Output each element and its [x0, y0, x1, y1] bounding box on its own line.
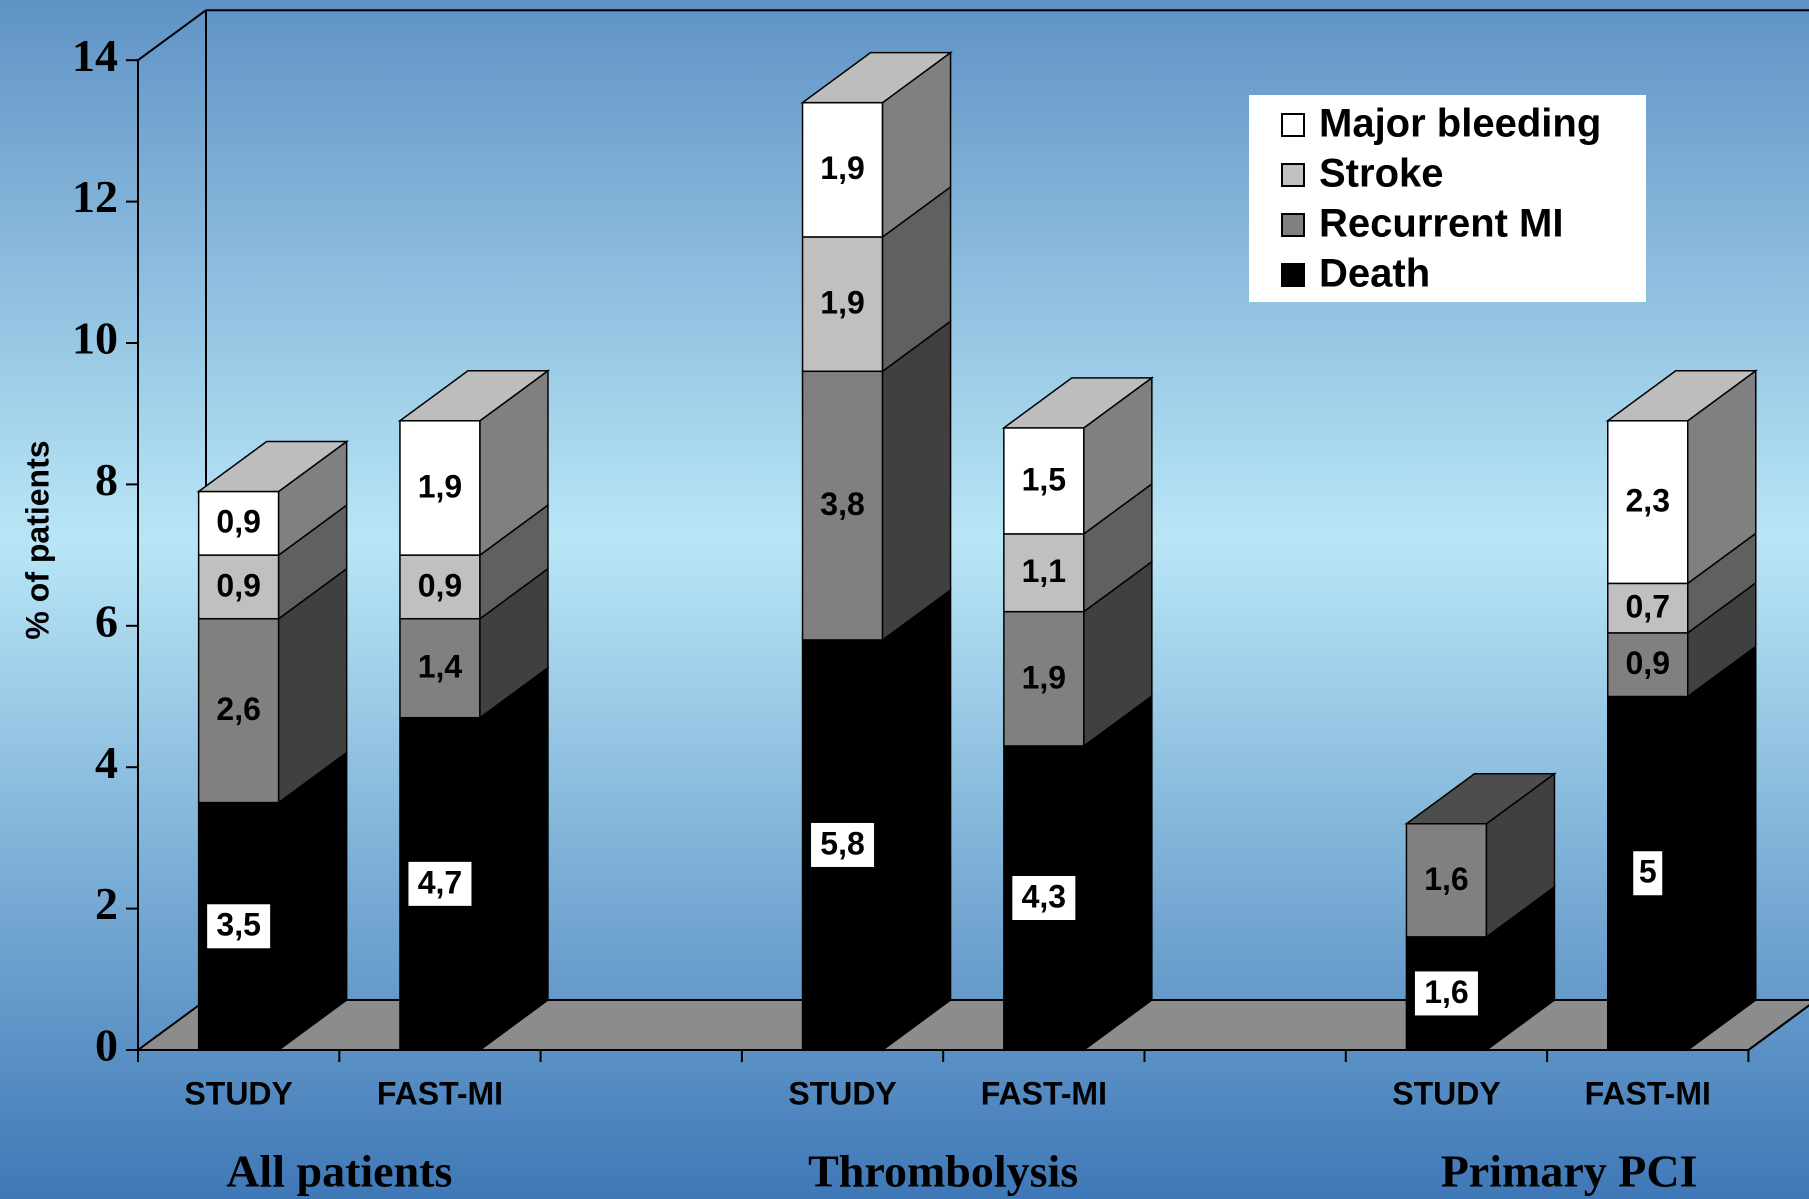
data-label: 4,7 — [418, 864, 462, 900]
chart-floor-plane — [134, 999, 1809, 1051]
bar-stack: 4,3 1,9 1,1 1,5 — [1001, 376, 1155, 1052]
wall-top-edge — [137, 9, 207, 62]
data-label: 3,5 — [216, 907, 260, 943]
bar-segment-front — [1607, 582, 1689, 634]
x-axis: STUDY FAST-MI STUDY FAST-MI STUDY FAST-MI All … — [137, 1004, 1809, 1197]
data-label: 4,3 — [1022, 878, 1066, 914]
legend-label: Death — [1319, 252, 1430, 296]
data-label: 1,9 — [1022, 659, 1066, 695]
bar-top-cap — [196, 440, 349, 493]
y-tick-label: 14 — [72, 30, 118, 81]
bar-top-cap — [1605, 370, 1759, 422]
bar-stack: 4,7 1,4 0,9 1,9 — [397, 369, 551, 1052]
legend-swatch — [1281, 113, 1305, 137]
bar-segment-front — [1607, 632, 1689, 698]
bar-segment-front — [1003, 427, 1085, 535]
x-group-label: All patients — [226, 1146, 452, 1197]
x-group-label: Thrombolysis — [808, 1146, 1078, 1197]
data-label-box — [1633, 851, 1663, 896]
x-category-label: STUDY — [1392, 1075, 1500, 1111]
data-label-box — [811, 822, 875, 867]
data-label: 0,9 — [418, 567, 462, 603]
bar-stack: 5,8 3,8 1,9 1,9 — [800, 51, 953, 1052]
y-tick-label: 4 — [95, 737, 118, 788]
x-category-label: FAST-MI — [377, 1075, 503, 1111]
bar-top-cap — [800, 51, 953, 104]
bar-segment-side — [277, 751, 348, 1052]
data-label: 0,9 — [216, 567, 260, 603]
legend-box — [1249, 95, 1646, 302]
data-label-box — [408, 861, 472, 906]
bar-segment-side — [1083, 694, 1153, 1052]
bar-segment-side — [1687, 645, 1757, 1052]
chart-floor — [134, 999, 1809, 1051]
y-tick-label: 0 — [95, 1020, 118, 1071]
bar-segment-front — [197, 554, 280, 620]
bar-segment-front — [801, 370, 884, 641]
y-axis-label: % of patients — [19, 440, 55, 639]
data-label: 0,9 — [216, 504, 260, 540]
bar-segment-side — [881, 588, 952, 1052]
bar-segment-side — [479, 666, 549, 1052]
bar-segment-front — [399, 420, 481, 556]
x-group-label: Primary PCI — [1441, 1146, 1698, 1197]
bar-segment-front — [1607, 420, 1689, 585]
bar-stack: 5 0,9 0,7 2,3 — [1605, 369, 1759, 1052]
data-label: 5 — [1639, 854, 1657, 890]
bar-stack: 1,6 1,6 — [1404, 772, 1557, 1052]
data-label-box — [207, 904, 271, 949]
x-category-label: FAST-MI — [981, 1075, 1107, 1111]
legend: Major bleeding Stroke Recurrent MI Death — [1249, 95, 1646, 302]
bar-segment-front — [399, 617, 481, 719]
data-label: 1,1 — [1022, 553, 1066, 589]
y-axis: 0 2 4 6 8 10 12 14 — [72, 30, 138, 1071]
bar-top-cap — [1404, 773, 1557, 825]
data-label: 1,5 — [1022, 461, 1066, 497]
bar-top-cap — [397, 370, 551, 422]
bar-segment-side — [881, 319, 952, 642]
bar-top-cap — [1001, 377, 1155, 429]
data-label: 1,6 — [1424, 974, 1468, 1010]
bar-segment-front — [1003, 533, 1085, 613]
data-label: 5,8 — [820, 825, 864, 861]
bars: 3,5 2,6 0,9 0,9 4,7 1,4 0,9 1,9 5,8 3,8 1,9 1,9 4,3 1… — [196, 51, 1759, 1052]
bar-segment-front — [197, 617, 280, 804]
data-label: 1,9 — [418, 468, 462, 504]
data-label: 3,8 — [820, 486, 864, 522]
data-label: 0,9 — [1626, 645, 1670, 681]
legend-swatch — [1281, 263, 1305, 287]
data-label-box — [1414, 971, 1478, 1016]
legend-label: Stroke — [1319, 152, 1444, 196]
y-tick-label: 2 — [95, 878, 118, 929]
data-label: 1,9 — [820, 150, 864, 186]
x-axis-end-edge — [1747, 1004, 1809, 1051]
y-tick-label: 8 — [95, 454, 118, 505]
bar-stack: 3,5 2,6 0,9 0,9 — [196, 439, 349, 1052]
legend-label: Recurrent MI — [1319, 202, 1564, 246]
y-tick-label: 6 — [95, 595, 118, 646]
x-category-label: FAST-MI — [1585, 1075, 1711, 1111]
legend-swatch — [1281, 163, 1305, 187]
bar-segment-front — [1003, 610, 1085, 747]
x-category-label: STUDY — [184, 1075, 292, 1111]
data-label: 2,3 — [1626, 483, 1670, 519]
x-category-label: STUDY — [788, 1075, 896, 1111]
legend-swatch — [1281, 213, 1305, 237]
data-label-box — [1012, 875, 1076, 920]
data-label: 0,7 — [1626, 589, 1670, 625]
data-label: 1,6 — [1424, 861, 1468, 897]
legend-label: Major bleeding — [1319, 102, 1601, 146]
data-label: 2,6 — [216, 691, 260, 727]
data-label: 1,9 — [820, 285, 864, 321]
y-tick-label: 12 — [72, 171, 118, 222]
data-label: 1,4 — [418, 649, 463, 685]
y-tick-label: 10 — [72, 313, 118, 364]
